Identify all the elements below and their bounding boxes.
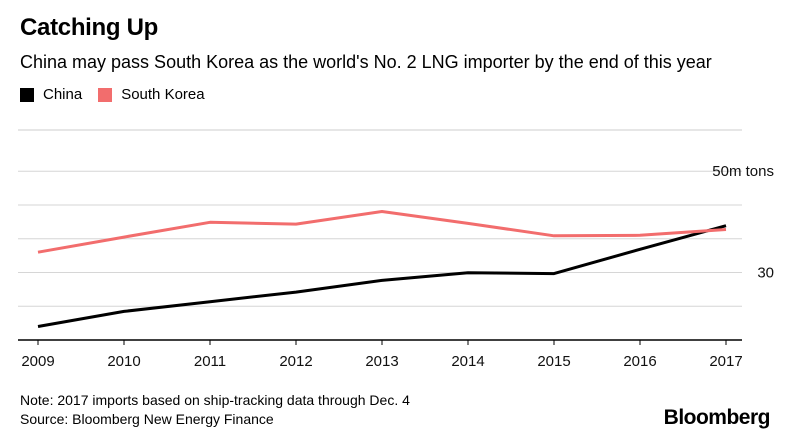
legend-swatch-south-korea <box>98 87 113 102</box>
legend-item-china: China <box>20 86 82 103</box>
y-tick-label: 50m tons <box>712 163 774 180</box>
x-tick-label: 2014 <box>451 353 484 370</box>
chart-note: Note: 2017 imports based on ship-trackin… <box>20 392 410 408</box>
series-line-south-korea <box>37 210 727 254</box>
y-tick-label: 30 <box>757 264 774 281</box>
x-tick-label: 2016 <box>623 353 656 370</box>
x-tick-label: 2011 <box>194 353 226 370</box>
x-tick-label: 2013 <box>365 353 398 370</box>
x-tick-label: 2017 <box>709 353 742 370</box>
legend-item-south-korea: South Korea <box>98 86 205 103</box>
chart-subtitle: China may pass South Korea as the world'… <box>20 52 712 72</box>
chart-title: Catching Up <box>20 14 159 41</box>
legend: China South Korea <box>20 86 221 103</box>
series-line-china <box>37 224 727 328</box>
chart-source: Source: Bloomberg New Energy Finance <box>20 411 274 427</box>
x-tick-label: 2009 <box>21 353 54 370</box>
x-tick-label: 2012 <box>279 353 312 370</box>
legend-swatch-china <box>20 87 34 102</box>
x-tick-label: 2015 <box>537 353 570 370</box>
bloomberg-logo: Bloomberg <box>663 406 771 429</box>
legend-label-south-korea: South Korea <box>121 86 205 103</box>
x-tick-label: 2010 <box>107 353 140 370</box>
legend-label-china: China <box>43 86 83 103</box>
